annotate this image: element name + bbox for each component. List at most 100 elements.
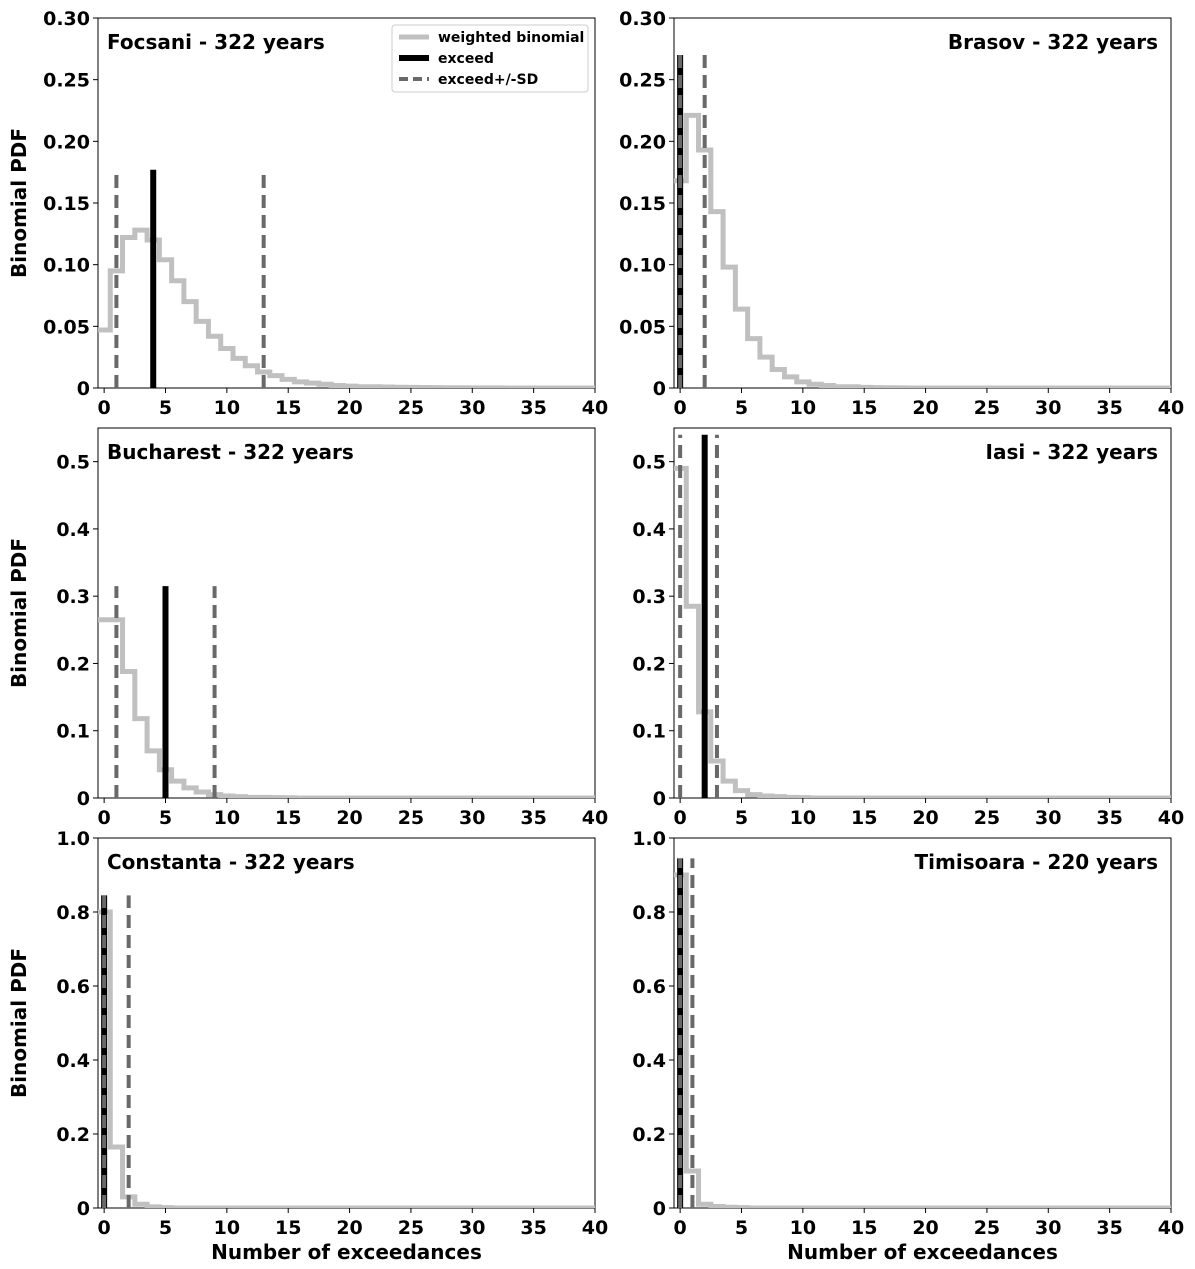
x-tick-label: 5 (735, 807, 748, 829)
x-tick-label: 25 (398, 397, 424, 419)
chart-panel-5: 0 0.2 0.4 0.6 0.8 1.0 0 5 10 15 20 25 30 35 40 Constant… (7, 828, 608, 1264)
x-tick-label: 10 (214, 1217, 240, 1239)
y-tick-label: 1.0 (632, 828, 666, 850)
y-tick-label: 0.2 (632, 653, 666, 675)
x-tick-label: 40 (1158, 397, 1184, 419)
x-tick-label: 5 (159, 1217, 172, 1239)
x-tick-label: 40 (582, 1217, 608, 1239)
x-tick-label: 15 (851, 807, 877, 829)
chart-title: Iasi - 322 years (986, 440, 1159, 464)
x-tick-label: 0 (98, 807, 111, 829)
weighted-binomial-line (98, 909, 595, 1208)
x-tick-label: 20 (336, 807, 362, 829)
y-tick-label: 0.10 (43, 255, 90, 277)
x-tick-label: 35 (520, 1217, 546, 1239)
y-tick-label: 0.1 (632, 721, 666, 743)
chart-title: Bucharest - 322 years (107, 440, 354, 464)
x-tick-label: 15 (275, 1217, 301, 1239)
y-tick-label: 0.5 (632, 452, 666, 474)
x-tick-label: 30 (1035, 1217, 1061, 1239)
x-tick-label: 0 (674, 1217, 687, 1239)
x-tick-label: 40 (582, 397, 608, 419)
x-tick-label: 30 (459, 1217, 485, 1239)
plot-frame (673, 837, 1172, 1209)
y-tick-label: 0.8 (56, 902, 90, 924)
x-tick-label: 25 (398, 1217, 424, 1239)
x-tick-label: 10 (214, 397, 240, 419)
plot-frame (97, 837, 596, 1209)
weighted-binomial-line (98, 617, 595, 798)
x-tick-label: 0 (98, 397, 111, 419)
y-tick-label: 0.4 (632, 519, 666, 541)
y-axis-label: Binomial PDF (7, 538, 31, 688)
x-tick-label: 30 (1035, 397, 1061, 419)
y-tick-label: 0.2 (632, 1124, 666, 1146)
y-tick-label: 0 (653, 788, 666, 810)
y-axis-label: Binomial PDF (7, 948, 31, 1098)
x-tick-label: 35 (520, 397, 546, 419)
chart-title: Constanta - 322 years (107, 850, 355, 874)
y-tick-label: 0.30 (619, 8, 666, 30)
x-tick-label: 30 (459, 397, 485, 419)
weighted-binomial-line (674, 872, 1171, 1208)
x-tick-label: 20 (336, 1217, 362, 1239)
chart-panel-4: 0 0.1 0.2 0.3 0.4 0.5 0 5 10 15 20 25 30 35 40 Iasi - 3… (632, 427, 1184, 829)
x-tick-label: 20 (912, 1217, 938, 1239)
y-tick-label: 0.10 (619, 255, 666, 277)
weighted-binomial-line (674, 112, 1171, 388)
legend-frame (391, 24, 589, 93)
chart-panel-3: 0 0.1 0.2 0.3 0.4 0.5 0 5 10 15 20 25 30 35 40 Buchares… (7, 427, 608, 829)
x-tick-label: 15 (851, 1217, 877, 1239)
plot-area (674, 858, 1171, 1208)
x-tick-label: 5 (159, 807, 172, 829)
y-tick-label: 0.3 (56, 586, 90, 608)
plot-frame (673, 427, 1172, 799)
x-tick-label: 25 (398, 807, 424, 829)
y-tick-label: 0 (77, 378, 90, 400)
x-tick-label: 40 (1158, 1217, 1184, 1239)
chart-title: Brasov - 322 years (948, 30, 1158, 54)
x-axis-label: Number of exceedances (211, 1240, 482, 1264)
weighted-binomial-line (98, 227, 595, 388)
y-tick-label: 0.8 (632, 902, 666, 924)
x-tick-label: 25 (974, 807, 1000, 829)
y-tick-label: 0.2 (56, 1124, 90, 1146)
plot-area (98, 586, 595, 798)
x-tick-label: 0 (674, 807, 687, 829)
legend-label: exceed+/-SD (438, 72, 538, 88)
x-tick-label: 30 (459, 807, 485, 829)
y-tick-label: 0.05 (43, 316, 90, 338)
y-tick-label: 0.25 (43, 70, 90, 92)
plot-area (674, 434, 1171, 798)
x-tick-label: 15 (275, 807, 301, 829)
x-tick-label: 35 (520, 807, 546, 829)
x-tick-label: 0 (674, 397, 687, 419)
x-tick-label: 15 (275, 397, 301, 419)
y-tick-label: 0 (653, 378, 666, 400)
x-tick-label: 20 (912, 397, 938, 419)
y-tick-label: 0.25 (619, 70, 666, 92)
y-tick-label: 0.4 (56, 519, 90, 541)
weighted-binomial-line (674, 465, 1171, 798)
chart-title: Timisoara - 220 years (915, 850, 1159, 874)
x-tick-label: 10 (214, 807, 240, 829)
legend-label: exceed (438, 51, 494, 67)
plot-area (98, 895, 595, 1208)
chart-title: Focsani - 322 years (107, 30, 325, 54)
x-tick-label: 35 (1096, 1217, 1122, 1239)
x-tick-label: 20 (912, 807, 938, 829)
chart-panel-2: 0 0.05 0.10 0.15 0.20 0.25 0.30 0 5 10 15 20 25 30 35 4… (619, 8, 1184, 419)
legend: weighted binomial exceed exceed+/-SD (391, 24, 589, 93)
x-tick-label: 5 (735, 397, 748, 419)
y-tick-label: 0.4 (56, 1050, 90, 1072)
y-tick-label: 0.15 (619, 193, 666, 215)
chart-panel-6: 0 0.2 0.4 0.6 0.8 1.0 0 5 10 15 20 25 30 35 40 Timisoar… (632, 828, 1184, 1264)
x-tick-label: 25 (974, 1217, 1000, 1239)
y-tick-label: 1.0 (56, 828, 90, 850)
x-tick-label: 35 (1096, 397, 1122, 419)
y-tick-label: 0.30 (43, 8, 90, 30)
x-tick-label: 10 (790, 397, 816, 419)
plot-area (674, 55, 1171, 388)
x-tick-label: 0 (98, 1217, 111, 1239)
